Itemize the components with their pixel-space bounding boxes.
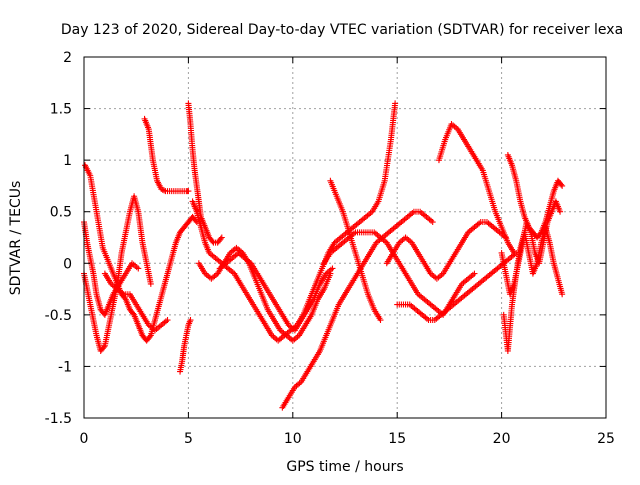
data-point-marker <box>121 295 128 302</box>
y-tick-label: 0.5 <box>50 205 72 221</box>
chart-title: Day 123 of 2020, Sidereal Day-to-day VTE… <box>61 22 623 38</box>
y-tick-label: 2 <box>63 50 72 66</box>
data-point-marker <box>187 317 194 324</box>
y-axis-label: SDTVAR / TECUs <box>8 181 24 296</box>
data-point-marker <box>377 317 384 324</box>
data-point-marker <box>218 234 225 241</box>
x-tick-label: 0 <box>80 431 89 447</box>
x-tick-label: 10 <box>284 431 302 447</box>
data-point-marker <box>537 230 544 237</box>
x-axis-label: GPS time / hours <box>286 459 403 475</box>
data-point-marker <box>471 270 478 277</box>
x-tick-label: 20 <box>493 431 511 447</box>
data-point-marker <box>100 344 107 351</box>
data-point-marker <box>559 291 566 298</box>
data-point-marker <box>559 182 566 189</box>
data-point-marker <box>146 333 153 340</box>
data-point-marker <box>147 280 154 287</box>
data-points <box>81 100 566 411</box>
data-point-marker <box>158 186 165 193</box>
data-point-marker <box>392 100 399 107</box>
y-tick-label: 1.5 <box>50 102 72 118</box>
data-point-marker <box>217 235 224 242</box>
data-point-marker <box>135 265 142 272</box>
data-point-marker <box>161 187 168 194</box>
y-tick-label: 0 <box>63 256 72 272</box>
y-tick-label: -0.5 <box>45 308 72 324</box>
data-point-marker <box>429 219 436 226</box>
data-point-marker <box>558 181 565 188</box>
data-point-marker <box>164 317 171 324</box>
x-tick-label: 15 <box>388 431 406 447</box>
plot-frame <box>83 56 607 419</box>
data-point-marker <box>185 188 192 195</box>
data-point-marker <box>329 265 336 272</box>
y-tick-label: -1.5 <box>45 411 72 427</box>
data-point-marker <box>192 217 199 224</box>
data-point-marker <box>130 310 137 317</box>
data-point-marker <box>209 238 216 245</box>
data-point-marker <box>159 186 166 193</box>
x-tick-label: 5 <box>184 431 193 447</box>
data-point-marker <box>557 208 564 215</box>
axis-ticks: 0 5 10 15 20 25 -1.5 -1 -0.5 0 0.5 1 1.5 2 <box>45 50 615 447</box>
y-tick-label: -1 <box>58 359 72 375</box>
x-tick-label: 25 <box>597 431 615 447</box>
y-tick-label: 1 <box>63 153 72 169</box>
